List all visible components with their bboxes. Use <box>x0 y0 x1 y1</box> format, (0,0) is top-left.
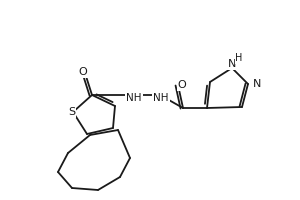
Text: O: O <box>178 80 186 90</box>
Text: N: N <box>228 59 236 69</box>
Text: NH: NH <box>153 93 169 103</box>
Text: O: O <box>79 67 87 77</box>
Text: NH: NH <box>126 93 142 103</box>
Text: H: H <box>235 53 243 63</box>
Text: N: N <box>253 79 261 89</box>
Text: S: S <box>68 107 76 117</box>
